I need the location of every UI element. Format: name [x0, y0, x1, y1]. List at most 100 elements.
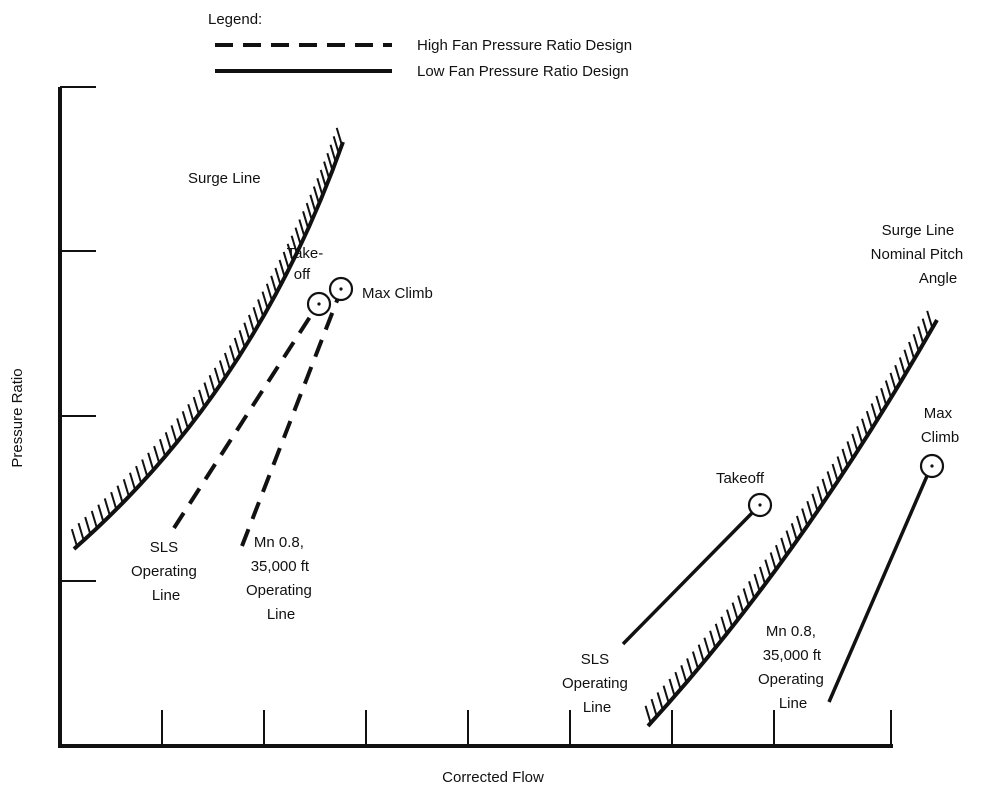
x-axis-label: Corrected Flow — [442, 769, 544, 786]
hatch-mark — [894, 364, 902, 383]
hatch-mark — [278, 259, 286, 278]
hatch-mark — [831, 463, 839, 482]
hatch-mark — [764, 559, 772, 578]
hatch-mark — [326, 152, 334, 171]
hatch-mark — [228, 345, 237, 364]
hatch-mark — [816, 486, 824, 504]
high-max-climb-point — [328, 276, 354, 302]
hatch-mark — [141, 459, 149, 478]
low-cruise-operating-line — [827, 475, 929, 703]
legend-low-label: Low Fan Pressure Ratio Design — [417, 63, 629, 80]
low-cruise-label: Mn 0.8, 35,000 ft Operating Line — [758, 623, 828, 712]
high-surge-line — [72, 141, 345, 551]
hatch-mark — [187, 403, 195, 422]
hatch-mark — [748, 580, 756, 599]
hatch-mark — [110, 491, 118, 510]
hatch-mark — [650, 698, 658, 717]
hatch-mark — [811, 493, 819, 512]
hatch-mark — [238, 330, 246, 348]
hatch-mark — [674, 671, 682, 690]
low-surge-line-label: Surge Line Nominal Pitch Angle — [871, 222, 968, 287]
hatch-mark — [841, 448, 849, 467]
hatch-mark — [758, 566, 767, 585]
hatch-mark — [806, 500, 814, 519]
hatch-mark — [203, 382, 211, 401]
hatch-mark — [294, 227, 302, 246]
hatch-mark — [921, 318, 929, 337]
hatch-mark — [731, 602, 739, 621]
hatch-mark — [668, 678, 676, 697]
hatch-mark — [769, 552, 777, 571]
hatch-mark — [785, 530, 793, 549]
hatch-mark — [84, 516, 92, 535]
hatch-mark — [908, 341, 916, 360]
hatch-mark — [703, 637, 711, 656]
hatch-mark — [181, 411, 189, 429]
low-surge-hatching — [644, 310, 934, 724]
hatch-mark — [737, 595, 745, 614]
hatch-mark — [257, 299, 265, 317]
low-sls-operating-line — [621, 510, 755, 646]
hatch-mark — [889, 372, 897, 391]
hatch-mark — [290, 235, 298, 254]
hatch-mark — [780, 537, 788, 556]
hatch-mark — [753, 573, 761, 592]
hatch-mark — [926, 310, 934, 329]
hatch-mark — [128, 472, 137, 491]
high-takeoff-label: Take- off — [287, 245, 328, 283]
high-cruise-operating-line — [240, 297, 340, 547]
hatch-mark — [223, 352, 232, 371]
hatch-mark — [656, 692, 664, 710]
hatch-mark — [312, 186, 321, 205]
hatch-mark — [270, 275, 278, 294]
high-takeoff-point — [306, 291, 332, 317]
high-sls-operating-line — [172, 304, 319, 530]
hatch-mark — [332, 136, 340, 154]
hatch-mark — [884, 380, 892, 399]
hatch-mark — [826, 471, 834, 489]
legend-title: Legend: — [208, 11, 262, 28]
hatch-mark — [103, 498, 111, 516]
hatch-mark — [261, 291, 269, 310]
hatch-mark — [164, 432, 172, 450]
hatch-mark — [323, 161, 331, 180]
hatch-mark — [795, 515, 804, 534]
hatch-mark — [305, 202, 313, 221]
high-max-climb-label: Max Climb — [362, 285, 433, 302]
hatch-mark — [265, 283, 274, 302]
low-surge-line — [646, 319, 939, 728]
legend-high-label: High Fan Pressure Ratio Design — [417, 37, 632, 54]
hatch-mark — [903, 349, 911, 368]
hatch-mark — [176, 418, 184, 436]
hatch-mark — [680, 665, 688, 683]
hatch-mark — [335, 127, 343, 146]
hatch-mark — [775, 544, 783, 563]
low-sls-label: SLS Operating Line — [562, 651, 632, 716]
hatch-mark — [821, 478, 829, 497]
hatch-mark — [192, 396, 200, 415]
hatch-mark — [70, 528, 78, 547]
hatch-mark — [691, 651, 700, 670]
hatch-mark — [302, 211, 310, 229]
high-surge-line-label: Surge Line — [188, 170, 261, 187]
hatch-mark — [720, 616, 728, 635]
hatch-mark — [286, 243, 294, 262]
hatch-mark — [662, 685, 670, 704]
hatch-mark — [159, 438, 167, 457]
hatch-mark — [198, 389, 206, 408]
high-cruise-label: Mn 0.8, 35,000 ft Operating Line — [246, 534, 316, 623]
hatch-mark — [875, 395, 883, 414]
hatch-mark — [714, 623, 722, 642]
hatch-mark — [274, 267, 282, 286]
hatch-mark — [870, 403, 878, 422]
hatch-mark — [122, 478, 130, 497]
hatch-mark — [697, 644, 705, 663]
hatch-mark — [880, 387, 888, 406]
hatch-mark — [213, 367, 221, 386]
hatch-mark — [319, 169, 327, 188]
hatch-mark — [147, 452, 155, 471]
hatch-mark — [709, 630, 717, 649]
hatch-mark — [898, 357, 906, 375]
high-design-group: Surge Line Take- off Max Climb SLS Opera… — [70, 127, 433, 623]
